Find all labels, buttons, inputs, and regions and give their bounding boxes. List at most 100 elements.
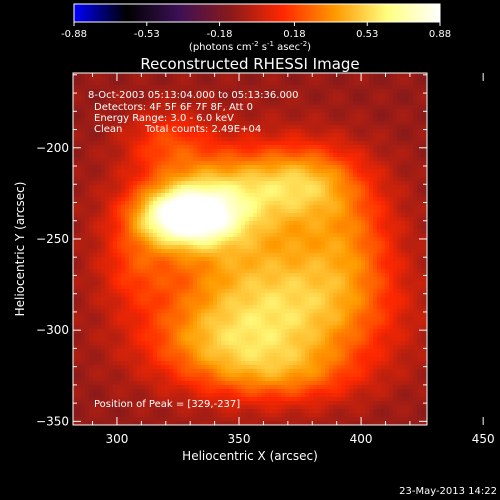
heatmap-cell: [177, 261, 181, 265]
heatmap-cell: [125, 185, 129, 189]
heatmap-cell: [273, 225, 277, 229]
heatmap-cell: [81, 281, 85, 285]
heatmap-cell: [89, 213, 93, 217]
heatmap-cell: [261, 241, 265, 245]
heatmap-cell: [417, 173, 421, 177]
heatmap-cell: [369, 129, 373, 133]
heatmap-cell: [365, 133, 369, 137]
heatmap-cell: [281, 177, 285, 181]
heatmap-cell: [285, 73, 289, 77]
heatmap-cell: [105, 241, 109, 245]
heatmap-cell: [241, 285, 245, 289]
heatmap-cell: [137, 245, 141, 249]
heatmap-cell: [253, 137, 257, 141]
heatmap-cell: [177, 229, 181, 233]
heatmap-cell: [97, 261, 101, 265]
heatmap-cell: [373, 169, 377, 173]
heatmap-cell: [181, 101, 185, 105]
heatmap-cell: [237, 273, 241, 277]
heatmap-cell: [309, 101, 313, 105]
heatmap-cell: [329, 285, 333, 289]
heatmap-cell: [233, 265, 237, 269]
heatmap-cell: [93, 197, 97, 201]
heatmap-cell: [249, 181, 253, 185]
heatmap-cell: [417, 149, 421, 153]
heatmap-cell: [305, 233, 309, 237]
heatmap-cell: [385, 241, 389, 245]
heatmap-cell: [177, 137, 181, 141]
heatmap-cell: [309, 117, 313, 121]
heatmap-cell: [121, 125, 125, 129]
heatmap-cell: [97, 73, 101, 77]
heatmap-cell: [177, 293, 181, 297]
heatmap-cell: [357, 141, 361, 145]
heatmap-cell: [277, 293, 281, 297]
heatmap-cell: [273, 241, 277, 245]
heatmap-cell: [397, 153, 401, 157]
heatmap-cell: [421, 249, 425, 253]
heatmap-cell: [117, 133, 121, 137]
heatmap-cell: [205, 209, 209, 213]
heatmap-cell: [297, 121, 301, 125]
heatmap-cell: [413, 157, 417, 161]
heatmap-cell: [225, 85, 229, 89]
heatmap-cell: [221, 89, 225, 93]
heatmap-cell: [213, 209, 217, 213]
heatmap-cell: [89, 117, 93, 121]
heatmap-cell: [293, 197, 297, 201]
heatmap-cell: [333, 81, 337, 85]
heatmap-cell: [297, 277, 301, 281]
heatmap-cell: [321, 97, 325, 101]
heatmap-cell: [393, 245, 397, 249]
heatmap-cell: [381, 249, 385, 253]
heatmap-cell: [241, 125, 245, 129]
heatmap-cell: [205, 173, 209, 177]
heatmap-cell: [285, 257, 289, 261]
heatmap-cell: [97, 165, 101, 169]
heatmap-cell: [113, 77, 117, 81]
heatmap-cell: [273, 117, 277, 121]
heatmap-cell: [109, 209, 113, 213]
heatmap-cell: [209, 157, 213, 161]
heatmap-cell: [401, 105, 405, 109]
heatmap-cell: [397, 241, 401, 245]
heatmap-cell: [141, 273, 145, 277]
heatmap-cell: [177, 209, 181, 213]
heatmap-cell: [153, 73, 157, 77]
heatmap-cell: [129, 281, 133, 285]
heatmap-cell: [269, 93, 273, 97]
heatmap-cell: [409, 237, 413, 241]
heatmap-cell: [173, 237, 177, 241]
heatmap-cell: [225, 261, 229, 265]
heatmap-cell: [225, 109, 229, 113]
heatmap-cell: [229, 101, 233, 105]
heatmap-cell: [85, 169, 89, 173]
heatmap-cell: [357, 269, 361, 273]
heatmap-cell: [337, 217, 341, 221]
heatmap-cell: [249, 129, 253, 133]
heatmap-cell: [161, 125, 165, 129]
heatmap-cell: [293, 105, 297, 109]
heatmap-cell: [101, 277, 105, 281]
heatmap-cell: [253, 89, 257, 93]
heatmap-cell: [337, 113, 341, 117]
heatmap-cell: [253, 285, 257, 289]
heatmap-cell: [177, 233, 181, 237]
heatmap-cell: [289, 93, 293, 97]
heatmap-cell: [417, 241, 421, 245]
heatmap-cell: [345, 85, 349, 89]
heatmap-cell: [241, 113, 245, 117]
heatmap-cell: [77, 137, 81, 141]
heatmap-cell: [321, 193, 325, 197]
heatmap-cell: [125, 137, 129, 141]
heatmap-cell: [357, 153, 361, 157]
heatmap-cell: [325, 121, 329, 125]
heatmap-cell: [321, 245, 325, 249]
heatmap-cell: [229, 185, 233, 189]
heatmap-cell: [253, 129, 257, 133]
heatmap-cell: [177, 249, 181, 253]
heatmap-cell: [197, 217, 201, 221]
heatmap-cell: [273, 169, 277, 173]
heatmap-cell: [409, 245, 413, 249]
heatmap-cell: [193, 209, 197, 213]
